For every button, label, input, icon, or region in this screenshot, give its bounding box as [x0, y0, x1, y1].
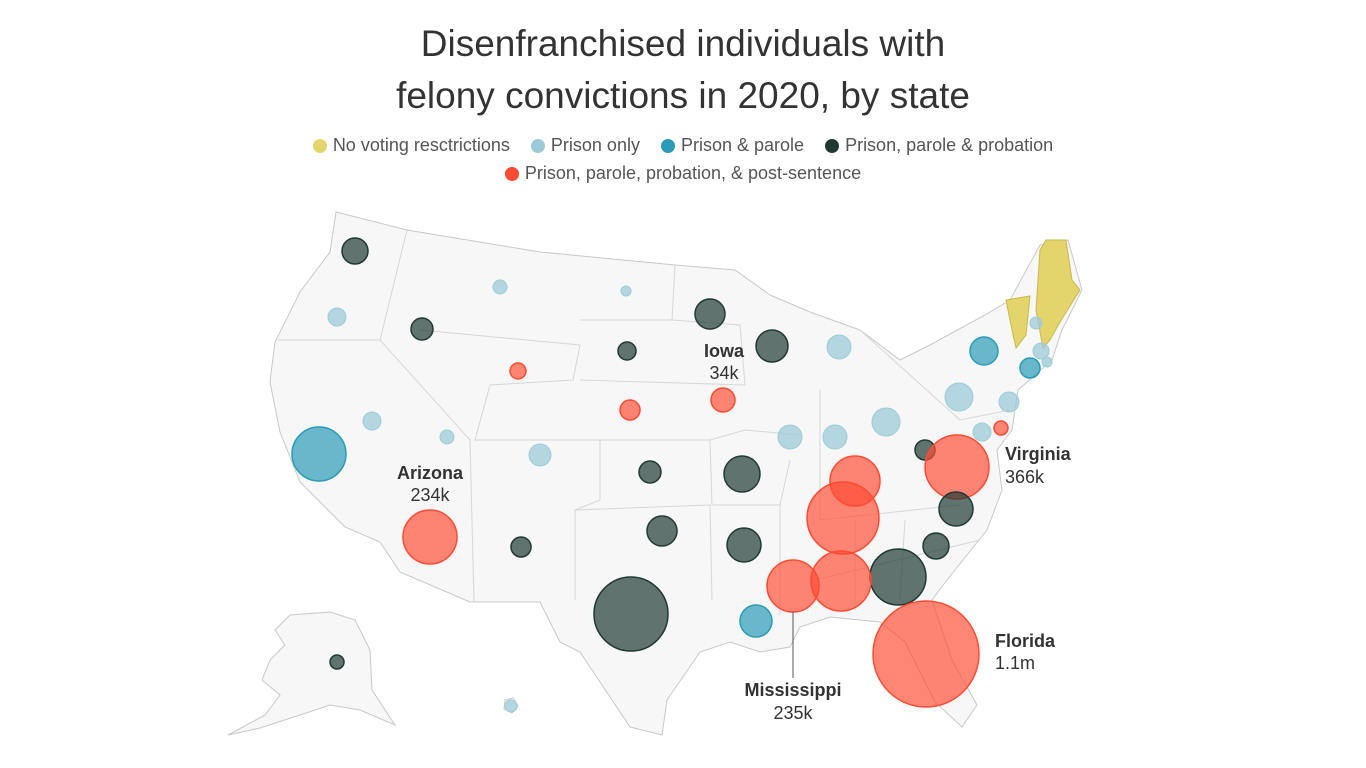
bubble-tennessee [806, 481, 880, 555]
title-line-2: felony convictions in 2020, by state [396, 75, 970, 116]
bubble-montana [492, 279, 508, 295]
map-base [227, 211, 1083, 736]
legend-dot [504, 166, 519, 181]
chart-title: Disenfranchised individuals with felony … [0, 18, 1366, 122]
bubble-alabama [810, 550, 872, 612]
bubble-michigan [826, 334, 852, 360]
annotation-state: Iowa [704, 341, 745, 361]
bubble-hawaii [504, 699, 518, 713]
legend-item-prison-only: Prison only [530, 135, 640, 156]
bubble-florida [872, 600, 980, 708]
bubble-georgia [869, 548, 927, 606]
bubble-pennsylvania [944, 382, 974, 412]
annotation-state: Mississippi [744, 680, 841, 700]
legend-dot [660, 138, 675, 153]
bubble-new-mexico [510, 536, 532, 558]
bubble-new-hampshire [1029, 316, 1043, 330]
legend-item-prison-parole-probation: Prison, parole & probation [825, 135, 1053, 156]
bubble-new-york [969, 336, 999, 366]
annotation-value: 235k [773, 703, 813, 723]
no-restriction-states [1005, 239, 1081, 350]
bubbles [291, 237, 1053, 713]
bubble-colorado [528, 443, 552, 467]
legend-label: Prison & parole [680, 135, 805, 155]
bubble-oregon [327, 307, 347, 327]
bubble-north-dakota [620, 285, 632, 297]
bubble-mississippi [766, 559, 820, 613]
bubble-texas [593, 576, 669, 652]
bubble-arizona [402, 509, 458, 565]
annotation-arizona: Arizona 234k [397, 463, 464, 505]
bubble-massachusetts [1032, 342, 1050, 360]
bubble-iowa [710, 387, 736, 413]
bubble-oklahoma [646, 515, 678, 547]
annotation-state: Virginia [1005, 444, 1072, 464]
legend-dot [825, 138, 840, 153]
bubble-arkansas [726, 527, 762, 563]
bubble-idaho [410, 317, 434, 341]
bubble-kansas [638, 460, 662, 484]
annotation-value: 1.1m [995, 653, 1035, 673]
legend-dot [530, 138, 545, 153]
legend-row-2: Prison, parole, probation, & post-senten… [0, 163, 1366, 186]
bubble-south-carolina [922, 532, 950, 560]
bubble-maryland [972, 422, 992, 442]
bubble-indiana [822, 424, 848, 450]
legend-row-1: No voting resctrictions Prison only Pris… [0, 135, 1366, 158]
annotation-value: 366k [1005, 467, 1045, 487]
bubble-delaware [993, 420, 1009, 436]
legend-label: Prison, parole & probation [845, 135, 1054, 155]
bubble-ohio [871, 407, 901, 437]
bubble-louisiana [739, 604, 773, 638]
annotation-value: 234k [410, 485, 450, 505]
legend-label: Prison only [550, 135, 640, 155]
annotation-virginia: Virginia 366k [1005, 444, 1072, 487]
state-maine [1035, 239, 1081, 350]
bubble-connecticut [1019, 357, 1041, 379]
legend-dot [312, 138, 327, 153]
bubble-rhode-island [1041, 356, 1053, 368]
legend-label: No voting resctrictions [332, 135, 510, 155]
bubble-minnesota [694, 298, 726, 330]
annotation-iowa: Iowa 34k [704, 341, 745, 383]
bubble-wisconsin [755, 329, 789, 363]
bubble-utah [439, 429, 455, 445]
legend-item-prison-parole: Prison & parole [660, 135, 805, 156]
bubble-south-dakota [617, 341, 637, 361]
alaska-outline [227, 611, 397, 736]
title-line-1: Disenfranchised individuals with [420, 23, 946, 64]
bubble-nevada [362, 411, 382, 431]
legend-label: Prison, parole, probation, & post-senten… [524, 163, 862, 183]
bubble-new-jersey [998, 391, 1020, 413]
bubble-illinois [777, 424, 803, 450]
annotation-mississippi: Mississippi 235k [744, 680, 841, 723]
state-vermont [1005, 295, 1031, 350]
legend-item-no-restrictions: No voting resctrictions [312, 135, 510, 156]
bubble-missouri [723, 455, 761, 493]
bubble-california [291, 426, 347, 482]
bubble-alaska [329, 654, 345, 670]
bubble-north-carolina [938, 491, 974, 527]
bubble-virginia [924, 434, 990, 500]
bubble-nebraska [619, 399, 641, 421]
legend-item-post-sentence: Prison, parole, probation, & post-senten… [504, 163, 862, 184]
contiguous-us-outline [269, 211, 1083, 736]
bubble-washington [341, 237, 369, 265]
annotation-value: 34k [709, 363, 739, 383]
annotation-state: Arizona [397, 463, 464, 483]
bubble-wyoming [509, 362, 527, 380]
annotation-state: Florida [995, 631, 1056, 651]
annotation-florida: Florida 1.1m [995, 631, 1056, 673]
